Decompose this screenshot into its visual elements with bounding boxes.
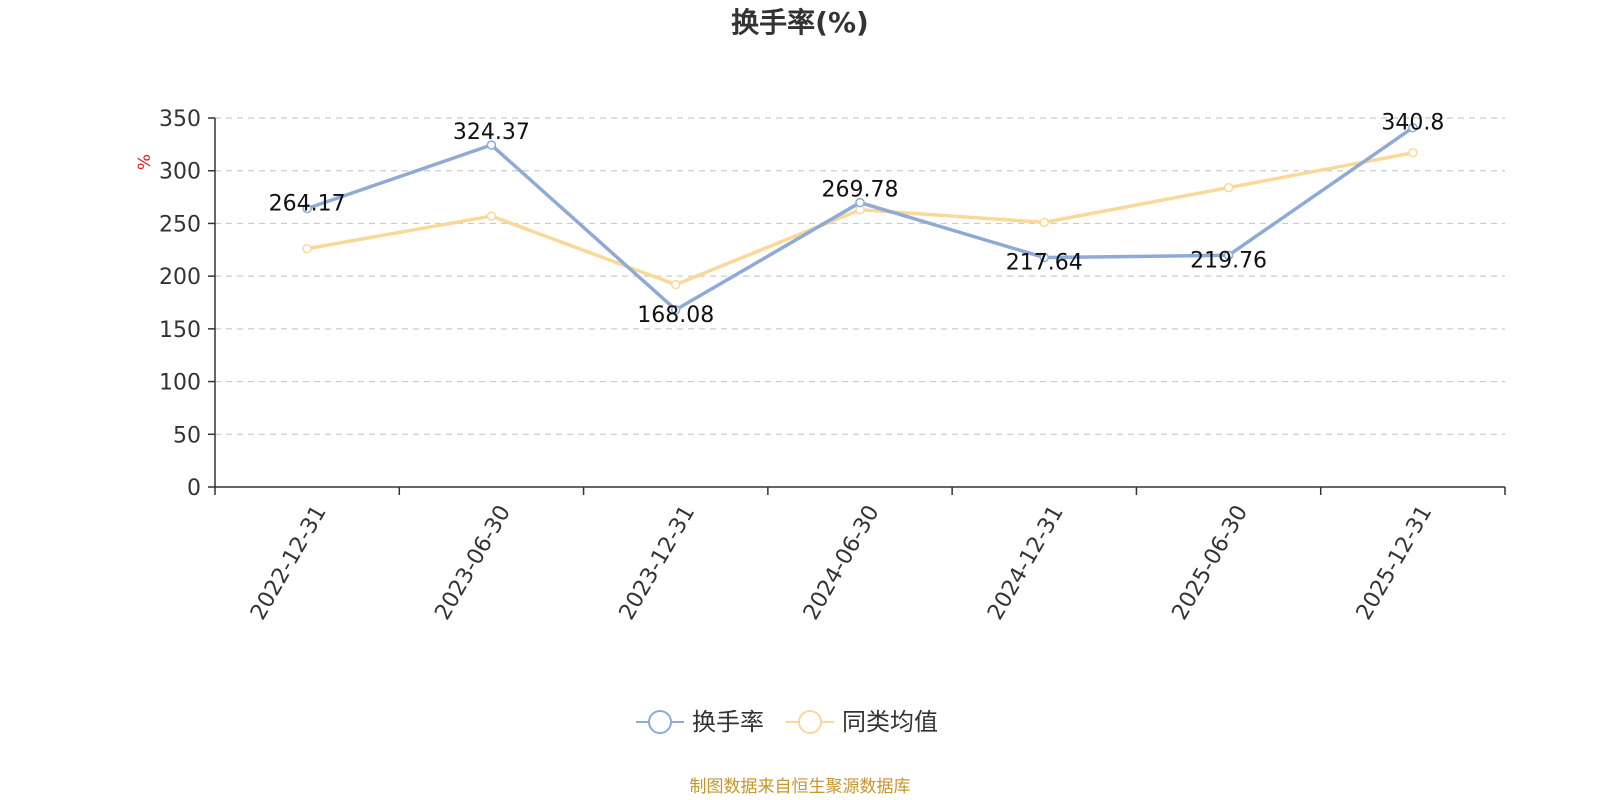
x-tick-label-2025-12-31: 2025-12-31 [1352, 501, 1438, 624]
grid-lines [215, 117, 1505, 435]
series-point-同类均值-2023-12-31 [670, 279, 681, 290]
x-tick-label-2024-12-31: 2024-12-31 [983, 501, 1069, 624]
data-label-2023-06-30: 324.37 [453, 120, 530, 145]
x-tick-label-2025-06-30: 2025-06-30 [1168, 501, 1254, 624]
x-tick-label-2022-12-31: 2022-12-31 [246, 501, 332, 624]
data-label-2023-12-31: 168.08 [637, 303, 714, 328]
data-label-2024-06-30: 269.78 [822, 178, 899, 203]
data-labels: 264.17 324.37 168.08 269.78 217.64 219.76 340.… [269, 111, 1445, 328]
legend-label-同类均值: 同类均值 [842, 708, 938, 736]
source-note: 制图数据来自恒生聚源数据库 [690, 777, 911, 797]
series-point-换手率-2022-12-31 [302, 203, 312, 214]
series-point-同类均值-2024-12-31 [1039, 217, 1050, 228]
x-tick-label-2023-06-30: 2023-06-30 [430, 501, 516, 624]
series-point-换手率-2024-06-30 [855, 197, 865, 208]
y-tick-label-300: 300 [159, 160, 201, 185]
legend-marker-同类均值 [798, 710, 822, 734]
series-point-同类均值-2022-12-31 [302, 243, 312, 254]
data-label-2025-12-31: 340.8 [1381, 111, 1444, 136]
series-point-换手率-2025-12-31 [1408, 122, 1418, 133]
data-label-2022-12-31: 264.17 [269, 191, 346, 216]
y-tick-label-350: 350 [159, 107, 201, 132]
series-point-同类均值-2025-12-31 [1408, 148, 1418, 158]
data-label-2024-12-31: 217.64 [1006, 251, 1083, 276]
y-axis-unit-label: % [135, 154, 155, 170]
series-point-换手率-2023-12-31 [670, 305, 681, 315]
series-layer [302, 122, 1418, 315]
y-tick-label-0: 0 [187, 476, 201, 501]
legend-marker-换手率 [648, 710, 672, 734]
y-tick-label-150: 150 [159, 318, 201, 343]
series-point-同类均值-2025-06-30 [1223, 182, 1234, 193]
x-tick-label-2023-12-31: 2023-12-31 [615, 501, 701, 624]
legend: 换手率 同类均值 [636, 708, 938, 736]
chart-title: 换手率(%) [731, 6, 869, 39]
series-point-换手率-2025-06-30 [1223, 250, 1234, 261]
series-point-换手率-2024-12-31 [1039, 252, 1050, 263]
series-point-同类均值-2023-06-30 [486, 211, 497, 221]
legend-label-换手率: 换手率 [692, 708, 764, 736]
data-label-2025-06-30: 219.76 [1190, 248, 1267, 273]
y-tick-label-50: 50 [173, 423, 201, 448]
x-tick-label-2024-06-30: 2024-06-30 [799, 501, 885, 624]
y-tick-label-200: 200 [159, 265, 201, 290]
y-tick-label-100: 100 [159, 371, 201, 396]
series-point-换手率-2023-06-30 [486, 140, 497, 150]
y-tick-label-250: 250 [159, 212, 201, 237]
